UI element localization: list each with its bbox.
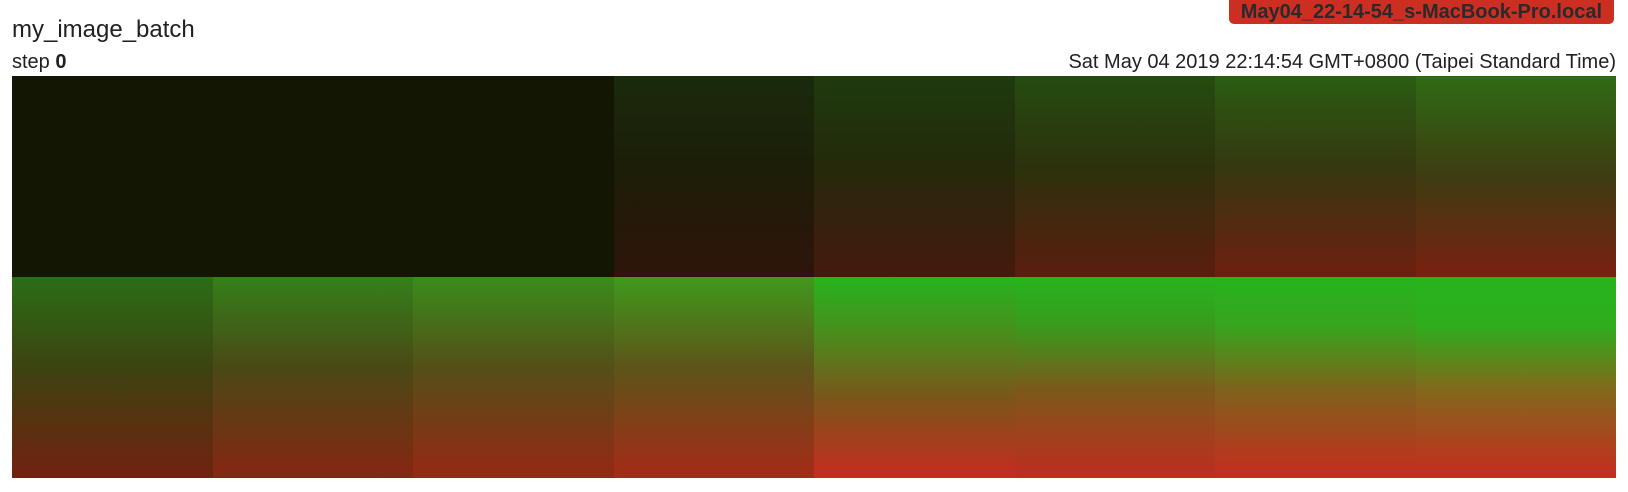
image-tile [213, 76, 414, 277]
image-batch [12, 76, 1616, 478]
image-tile [814, 277, 1015, 478]
card-title: my_image_batch [12, 16, 195, 44]
image-tile [413, 277, 614, 478]
image-tile [814, 76, 1015, 277]
image-tile [1416, 76, 1617, 277]
timestamp: Sat May 04 2019 22:14:54 GMT+0800 (Taipe… [1068, 50, 1616, 74]
image-tile [413, 76, 614, 277]
image-tile [12, 76, 213, 277]
step-label: step [12, 51, 50, 73]
step-value: 0 [55, 51, 66, 73]
image-tile [1015, 277, 1216, 478]
step-indicator: step 0 [12, 50, 67, 74]
image-tile [1416, 277, 1617, 478]
run-name-badge: May04_22-14-54_s-MacBook-Pro.local [1229, 0, 1614, 24]
image-tile [213, 277, 414, 478]
image-tile [1215, 76, 1416, 277]
image-tile [614, 277, 815, 478]
image-tile [614, 76, 815, 277]
image-tile [1015, 76, 1216, 277]
image-tile [12, 277, 213, 478]
image-tile [1215, 277, 1416, 478]
